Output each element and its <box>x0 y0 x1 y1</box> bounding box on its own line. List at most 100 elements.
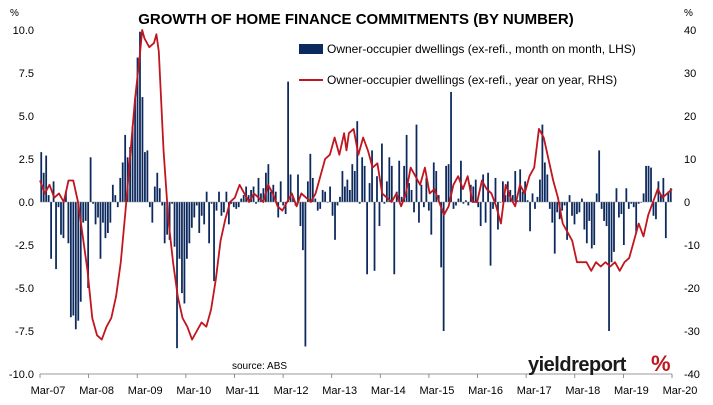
bar <box>484 202 487 223</box>
right-axis-unit: % <box>684 8 693 19</box>
left-axis-unit: % <box>10 8 19 19</box>
bar <box>662 177 665 202</box>
bar <box>111 184 114 202</box>
bar <box>267 164 270 202</box>
bar <box>353 171 356 202</box>
bar <box>585 202 588 244</box>
bar <box>447 164 450 202</box>
bar <box>176 202 178 349</box>
x-tick-label: Mar-13 <box>322 385 357 397</box>
bar <box>356 121 359 202</box>
bar <box>237 202 240 208</box>
bar <box>400 196 403 202</box>
right-tick-label: -20 <box>684 283 700 295</box>
bar <box>227 202 230 225</box>
bar <box>457 198 460 202</box>
bar-series <box>40 31 672 349</box>
x-tick-label: Mar-07 <box>31 385 66 397</box>
bar <box>52 181 55 202</box>
bar <box>168 202 171 240</box>
bar <box>166 202 169 235</box>
legend-line-label: Owner-occupier dwellings (ex-refi., year… <box>327 73 617 87</box>
brand-percent-icon: % <box>651 351 671 376</box>
bar <box>148 202 151 208</box>
bar <box>116 202 119 208</box>
right-tick-label: -10 <box>684 240 700 252</box>
bar <box>553 202 556 254</box>
bar <box>408 183 410 202</box>
bar <box>546 174 549 202</box>
bar <box>425 177 428 202</box>
bar <box>492 202 494 209</box>
bar <box>309 153 312 202</box>
left-tick-label: 7.5 <box>19 68 34 80</box>
chart-title: GROWTH OF HOME FINANCE COMMITMENTS (BY N… <box>138 11 574 28</box>
bar <box>220 202 223 216</box>
bar <box>205 191 208 202</box>
x-tick-label: Mar-12 <box>274 385 309 397</box>
bar <box>292 196 294 202</box>
bar <box>660 195 662 202</box>
bar <box>368 183 371 202</box>
left-tick-label: -2.5 <box>15 240 34 252</box>
bar <box>363 165 366 202</box>
bar <box>514 171 517 202</box>
bar <box>60 202 62 235</box>
bar <box>260 193 262 202</box>
legend-bar-label: Owner-occupier dwellings (ex-refi., mont… <box>327 42 636 56</box>
bar <box>97 202 99 218</box>
bar <box>178 202 181 259</box>
bar <box>388 157 391 202</box>
bar <box>119 177 122 202</box>
bar <box>193 202 196 218</box>
bar <box>625 188 628 202</box>
bar <box>548 202 551 209</box>
bar <box>158 188 161 202</box>
bar <box>455 202 457 206</box>
bar <box>516 200 519 202</box>
legend-bar-swatch <box>299 44 323 54</box>
bar <box>87 202 90 288</box>
bar <box>240 198 243 202</box>
bar <box>504 195 507 202</box>
bar <box>277 202 280 218</box>
bar <box>581 198 583 202</box>
bar <box>576 202 578 215</box>
bar <box>405 134 408 202</box>
bar <box>223 202 225 213</box>
bar <box>104 202 107 239</box>
bar <box>418 202 420 223</box>
bar <box>432 162 435 202</box>
bar <box>107 202 109 233</box>
bar <box>622 202 625 245</box>
right-tick-label: 30 <box>684 68 696 80</box>
bar <box>173 202 176 247</box>
bar <box>415 124 418 202</box>
brand-logo: yieldreport % <box>528 351 671 376</box>
bar <box>92 202 94 204</box>
bar <box>151 202 154 223</box>
line-series <box>39 29 673 341</box>
bar <box>40 152 43 202</box>
x-tick-label: Mar-11 <box>225 385 259 397</box>
bar <box>346 179 349 202</box>
bar <box>410 189 413 202</box>
left-tick-label: -5.0 <box>15 283 34 295</box>
bar <box>637 202 640 204</box>
bar <box>652 202 655 216</box>
bar <box>57 202 60 208</box>
bar <box>378 202 381 227</box>
bar <box>114 195 117 202</box>
bar <box>279 181 282 202</box>
bar <box>183 202 186 304</box>
brand-name: yieldreport <box>528 354 627 376</box>
bar <box>139 31 141 202</box>
bar <box>134 98 136 202</box>
bar <box>67 202 70 244</box>
x-tick-label: Mar-09 <box>128 385 163 397</box>
bar <box>664 202 667 239</box>
bar <box>69 202 72 318</box>
bar <box>171 202 173 204</box>
bar <box>188 202 191 244</box>
